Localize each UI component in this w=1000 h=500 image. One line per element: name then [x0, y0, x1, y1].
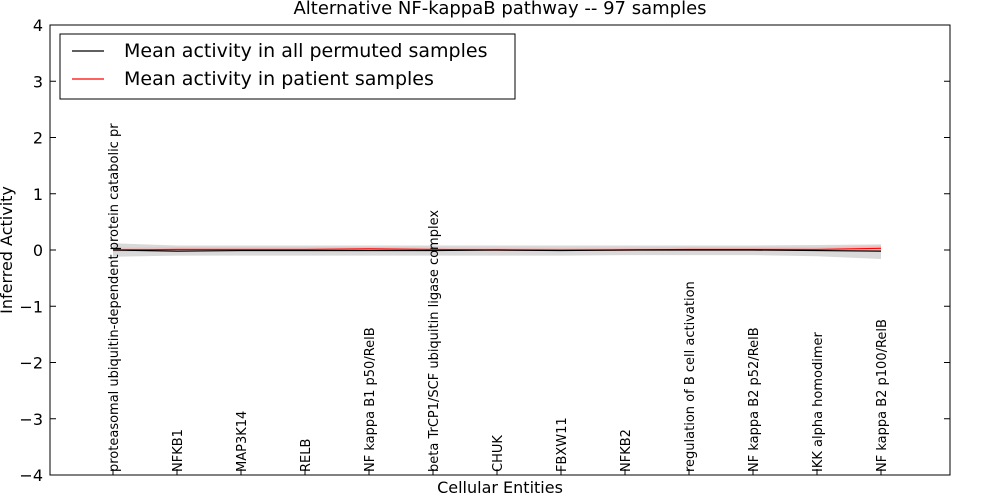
y-tick-label: −4 [19, 466, 43, 485]
y-tick-label: −3 [19, 410, 43, 429]
category-labels: proteasomal ubiquitin-dependent protein … [107, 123, 890, 475]
x-axis-label: Cellular Entities [437, 478, 563, 497]
category-label: IKK alpha homodimer [811, 331, 826, 472]
category-label: NFKB2 [619, 429, 634, 472]
y-tick-label: 2 [33, 129, 43, 148]
category-label: MAP3K14 [235, 411, 250, 472]
line-series-0 [112, 249, 882, 252]
legend-entry-patient: Mean activity in patient samples [124, 68, 434, 90]
plot-frame [49, 24, 951, 476]
category-label: NF kappa B2 p100/RelB [875, 319, 890, 472]
category-label: NFKB1 [171, 429, 186, 472]
y-tick-label: 0 [33, 241, 43, 260]
y-axis-ticks: −4 −3 −2 −1 0 1 2 3 4 [19, 16, 950, 485]
category-label: NF kappa B1 p50/RelB [363, 327, 378, 472]
series-lines [112, 247, 882, 252]
y-tick-label: 4 [33, 16, 43, 35]
y-tick-label: 1 [33, 185, 43, 204]
category-label: RELB [299, 439, 314, 472]
y-tick-label: −2 [19, 354, 43, 373]
category-label: proteasomal ubiquitin-dependent protein … [107, 123, 122, 472]
category-label: FBXW11 [555, 417, 570, 472]
category-label: beta TrCP1/SCF ubiquitin ligase complex [427, 210, 442, 472]
chart-title: Alternative NF-kappaB pathway -- 97 samp… [293, 0, 706, 19]
y-tick-label: −1 [19, 297, 43, 316]
category-label: regulation of B cell activation [683, 281, 698, 472]
legend: Mean activity in all permuted samples Me… [59, 33, 516, 100]
legend-box [59, 33, 516, 100]
legend-entry-permuted: Mean activity in all permuted samples [124, 40, 487, 62]
category-label: NF kappa B2 p52/RelB [747, 327, 762, 472]
y-axis-label: Inferred Activity [0, 186, 16, 314]
y-tick-label: 3 [33, 72, 43, 91]
category-label: CHUK [491, 435, 506, 472]
